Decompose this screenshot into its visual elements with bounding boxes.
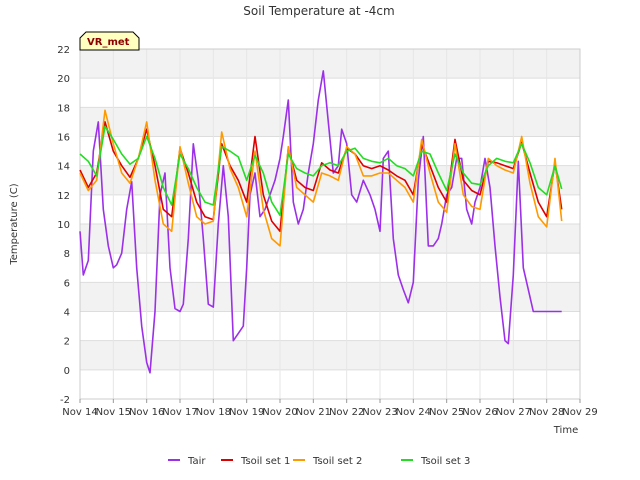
x-tick-label: Nov 21: [296, 407, 331, 418]
y-tick-label: 6: [64, 278, 70, 289]
x-tick-label: Nov 26: [462, 407, 497, 418]
x-tick-label: Nov 18: [196, 407, 231, 418]
y-tick-label: 14: [57, 162, 70, 173]
x-tick-label: Nov 22: [329, 407, 364, 418]
x-tick-label: Nov 28: [529, 407, 564, 418]
y-tick-label: 10: [57, 220, 70, 231]
y-axis-ticks: -2 0 2 4 6 8 10 12 14 16 18 20 22: [57, 45, 70, 406]
y-tick-label: 2: [64, 337, 70, 348]
y-tick-label: 12: [57, 191, 70, 202]
y-tick-label: 16: [57, 133, 70, 144]
station-badge: VR_met: [79, 31, 140, 51]
x-axis-title: Time: [553, 425, 578, 436]
grid-band: [80, 224, 580, 254]
chart-title: Soil Temperature at -4cm: [243, 4, 394, 18]
grid-band: [80, 340, 580, 370]
y-tick-label: 4: [64, 308, 70, 319]
y-tick-label: 18: [57, 103, 70, 114]
plot-area: [79, 48, 581, 400]
y-axis-title: Temperature (C): [9, 183, 20, 265]
legend-label: Tsoil set 2: [312, 456, 362, 467]
legend-label: Tsoil set 1: [240, 456, 290, 467]
series-line-tair: [79, 70, 562, 374]
series-lines: [79, 70, 563, 374]
legend-label: Tair: [187, 456, 206, 467]
x-tick-label: Nov 15: [96, 407, 131, 418]
grid-band: [80, 49, 580, 79]
x-tick-label: Nov 16: [129, 407, 164, 418]
grid-band: [80, 282, 580, 312]
x-tick-label: Nov 27: [496, 407, 531, 418]
y-tick-label: 0: [64, 366, 70, 377]
legend: Tair Tsoil set 1 Tsoil set 2 Tsoil set 3: [168, 456, 470, 467]
y-tick-label: 20: [57, 74, 70, 85]
y-tick-label: 22: [57, 45, 70, 56]
x-tick-label: Nov 24: [396, 407, 431, 418]
series-line-tsoil-set-1: [79, 121, 563, 233]
x-tick-label: Nov 29: [562, 407, 597, 418]
x-tick-label: Nov 23: [362, 407, 397, 418]
series-line-tsoil-set-2: [79, 109, 563, 247]
x-tick-label: Nov 17: [162, 407, 197, 418]
badge-shape: [79, 31, 140, 51]
badge-label: VR_met: [87, 37, 130, 48]
y-tick-label: -2: [60, 395, 70, 406]
series-line-tsoil-set-3: [79, 125, 563, 217]
x-tick-label: Nov 19: [229, 407, 264, 418]
x-tick-label: Nov 20: [262, 407, 297, 418]
x-tick-label: Nov 14: [62, 407, 97, 418]
legend-label: Tsoil set 3: [420, 456, 470, 467]
y-tick-label: 8: [64, 249, 70, 260]
plot-background-bands: [80, 49, 580, 370]
x-tick-label: Nov 25: [429, 407, 464, 418]
